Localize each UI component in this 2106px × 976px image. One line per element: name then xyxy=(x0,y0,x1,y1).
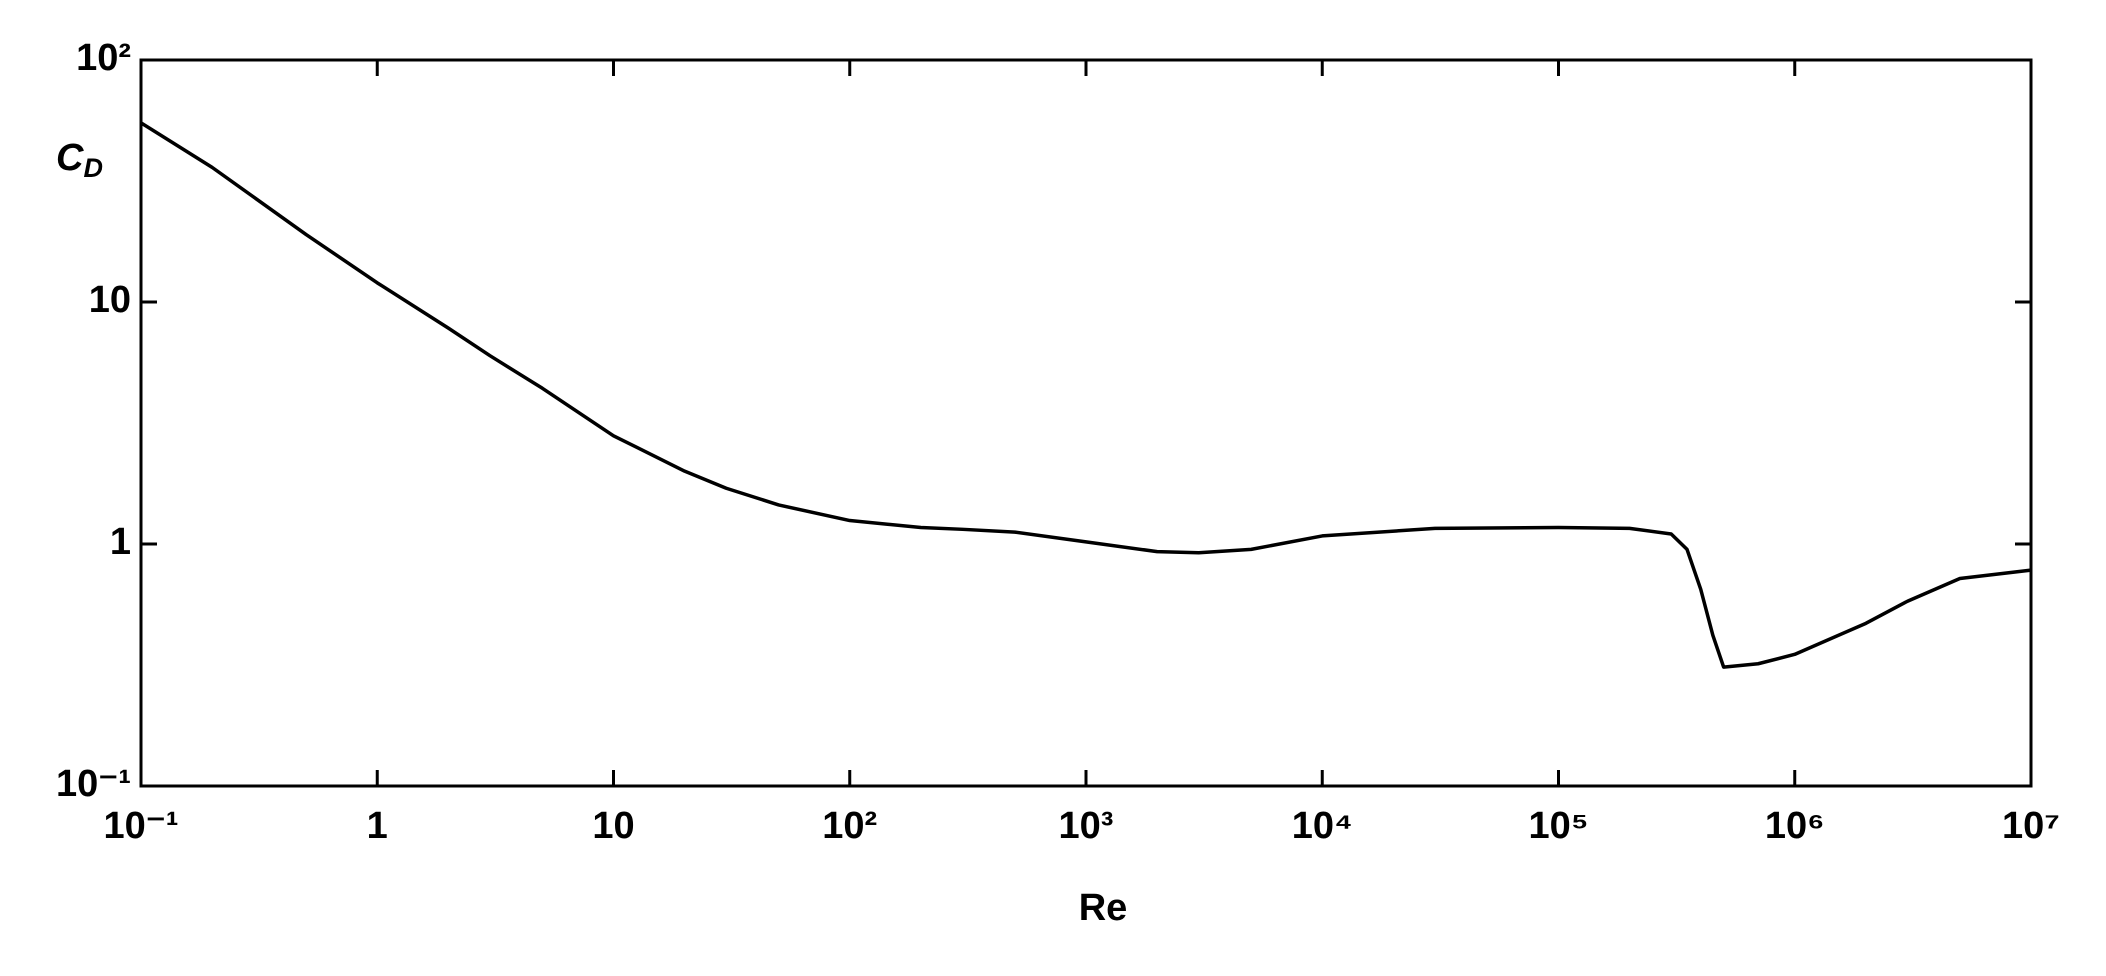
x-tick-label: 10³ xyxy=(1059,805,1114,847)
y-axis-label: CD xyxy=(56,137,103,183)
x-tick-label: 10² xyxy=(822,805,877,847)
x-tick-label: 1 xyxy=(367,805,388,847)
x-tick-label: 10⁶ xyxy=(1765,805,1825,847)
x-tick-label: 10⁵ xyxy=(1528,805,1588,847)
curve xyxy=(140,121,2032,669)
x-tick-label: 10⁷ xyxy=(2002,805,2060,847)
y-tick-label: 10 xyxy=(89,279,131,321)
y-tick-label: 1 xyxy=(110,521,131,563)
y-tick-label: 10⁻¹ xyxy=(56,763,131,805)
y-tick-label: 10² xyxy=(76,37,131,79)
x-tick-label: 10 xyxy=(592,805,634,847)
plot-frame xyxy=(139,58,2033,788)
x-tick-label: 10⁴ xyxy=(1292,805,1353,847)
x-axis-label: Re xyxy=(1079,887,1128,929)
x-tick-label: 10⁻¹ xyxy=(104,805,179,847)
